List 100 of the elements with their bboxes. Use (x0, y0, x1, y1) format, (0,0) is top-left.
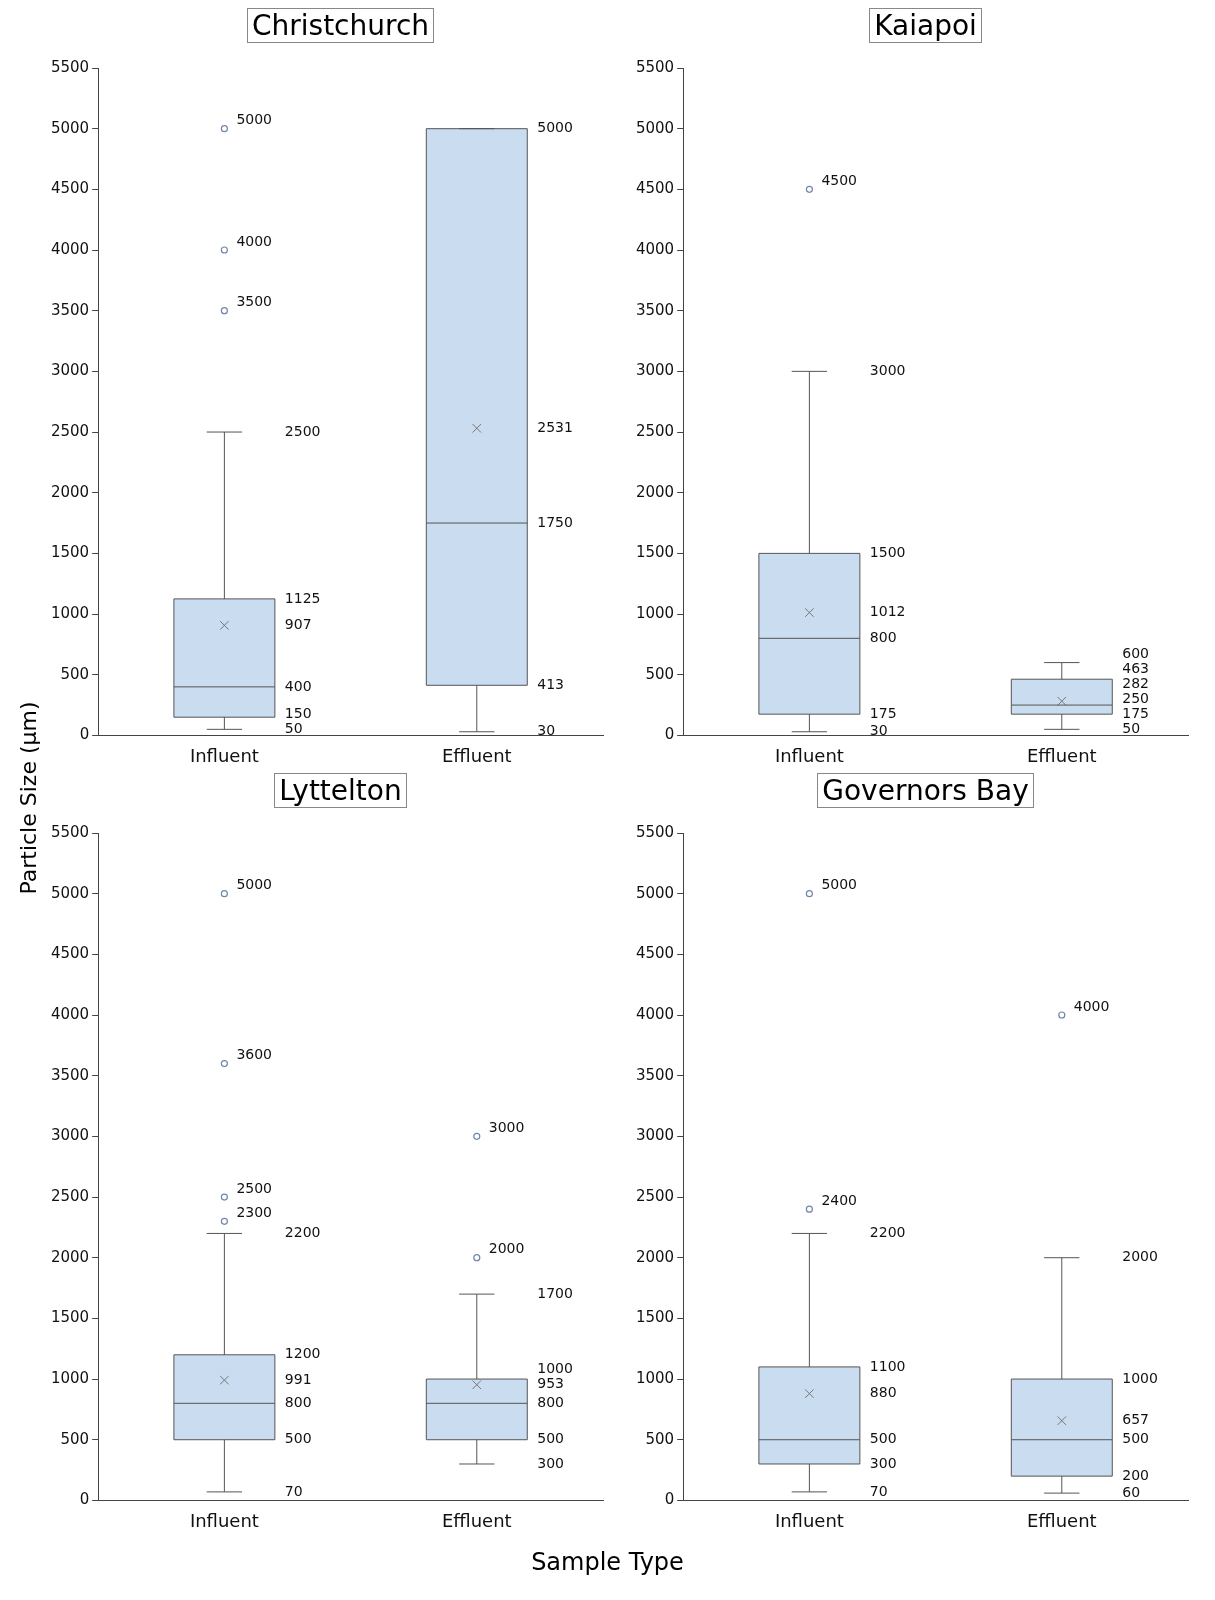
y-tick-label: 3000 (50, 361, 90, 380)
y-tick-label: 2500 (635, 421, 675, 440)
y-tick-label: 1500 (635, 543, 675, 562)
y-tick-label: 2000 (50, 482, 90, 501)
y-tick-label: 3000 (635, 361, 675, 380)
annotation: 800 (869, 628, 897, 645)
y-tick-label: 4500 (50, 944, 90, 963)
annotation: 2400 (821, 1191, 858, 1208)
y-tick-label: 3000 (50, 1126, 90, 1145)
annotation: 70 (284, 1482, 303, 1499)
y-tick-label: 3500 (635, 1065, 675, 1084)
annotation: 2200 (869, 1224, 906, 1241)
y-tick-label: 2000 (635, 482, 675, 501)
annotation: 2531 (537, 418, 573, 435)
y-tick-label: 2000 (635, 1247, 675, 1266)
annotation: 1700 (537, 1284, 573, 1301)
annotation: 300 (869, 1454, 897, 1471)
annotation: 2500 (236, 1179, 273, 1196)
annotation: 2300 (236, 1203, 273, 1220)
annotation: 500 (284, 1430, 312, 1447)
y-tick-label: 1000 (635, 603, 675, 622)
annotation: 400 (284, 677, 312, 694)
annotation: 300 (537, 1454, 565, 1471)
annotation: 413 (537, 675, 565, 692)
x-tick-label: Influent (189, 744, 259, 766)
annotation: 953 (537, 1375, 565, 1392)
y-tick-label: 3000 (635, 1126, 675, 1145)
y-tick-label: 3500 (50, 300, 90, 319)
annotation: 5000 (236, 111, 273, 128)
y-tick-label: 0 (79, 725, 90, 744)
y-tick-label: 5000 (635, 883, 675, 902)
annotation: 1000 (1122, 1369, 1158, 1386)
annotation: 1750 (537, 513, 573, 530)
y-tick-label: 2500 (635, 1186, 675, 1205)
y-tick-label: 5000 (50, 118, 90, 137)
annotation: 3000 (869, 362, 906, 378)
y-tick-label: 2500 (50, 1186, 90, 1205)
y-tick-label: 4000 (50, 1004, 90, 1023)
annotation: 5000 (236, 876, 273, 893)
y-tick-label: 0 (79, 1490, 90, 1509)
annotation: 3600 (236, 1046, 273, 1063)
annotation: 1000 (537, 1360, 573, 1377)
annotation: 4000 (1073, 997, 1110, 1014)
y-tick-label: 1500 (635, 1308, 675, 1327)
annotation: 1500 (869, 544, 906, 561)
chart-title: Christchurch (246, 8, 435, 43)
chart-title: Kaiapoi (869, 8, 982, 43)
annotation: 1012 (869, 603, 906, 620)
annotation: 500 (869, 1430, 897, 1447)
x-tick-label: Influent (189, 1509, 259, 1531)
x-tick-label: Effluent (1026, 1509, 1097, 1531)
annotation: 500 (1122, 1430, 1150, 1447)
annotation: 1125 (284, 589, 321, 606)
y-tick-label: 2000 (50, 1247, 90, 1266)
annotation: 800 (284, 1393, 312, 1410)
y-tick-label: 4500 (635, 179, 675, 198)
annotation: 1200 (284, 1345, 321, 1362)
annotation: 60 (1122, 1483, 1141, 1500)
y-tick-label: 3500 (50, 1065, 90, 1084)
annotation: 880 (869, 1384, 897, 1401)
y-tick-label: 5500 (635, 822, 675, 841)
y-tick-label: 1000 (635, 1368, 675, 1387)
y-tick-label: 5000 (50, 883, 90, 902)
y-tick-label: 2500 (50, 421, 90, 440)
y-tick-label: 500 (645, 1429, 675, 1448)
annotation: 175 (1122, 704, 1150, 721)
annotation: 282 (1122, 674, 1150, 691)
y-tick-label: 5500 (50, 57, 90, 76)
y-tick-label: 3500 (635, 300, 675, 319)
chart-title: Lyttelton (274, 773, 407, 808)
annotation: 800 (537, 1393, 565, 1410)
x-tick-label: Influent (774, 744, 844, 766)
annotation: 5000 (821, 876, 858, 893)
annotation: 3000 (488, 1119, 525, 1135)
y-tick-label: 500 (60, 664, 90, 683)
x-axis-title: Sample Type (530, 1548, 685, 1576)
annotation: 907 (284, 615, 312, 632)
y-tick-label: 4500 (50, 179, 90, 198)
y-tick-label: 1000 (50, 1368, 90, 1387)
annotation: 3500 (236, 293, 273, 310)
x-tick-label: Effluent (441, 744, 512, 766)
y-tick-label: 0 (664, 725, 675, 744)
x-tick-label: Effluent (1026, 744, 1097, 766)
annotation: 500 (537, 1430, 565, 1447)
x-tick-label: Influent (774, 1509, 844, 1531)
x-tick-label: Effluent (441, 1509, 512, 1531)
annotation: 1100 (869, 1357, 906, 1374)
annotation: 2000 (488, 1240, 525, 1257)
annotation: 2000 (1122, 1248, 1158, 1265)
annotation: 2200 (284, 1224, 321, 1241)
annotation: 150 (284, 704, 312, 721)
y-tick-label: 1000 (50, 603, 90, 622)
y-tick-label: 5500 (50, 822, 90, 841)
y-tick-label: 1500 (50, 543, 90, 562)
y-tick-label: 4000 (50, 239, 90, 258)
y-tick-label: 4000 (635, 239, 675, 258)
annotation: 200 (1122, 1466, 1150, 1483)
annotation: 30 (869, 722, 888, 739)
annotation: 175 (869, 704, 897, 721)
annotation: 463 (1122, 659, 1150, 676)
